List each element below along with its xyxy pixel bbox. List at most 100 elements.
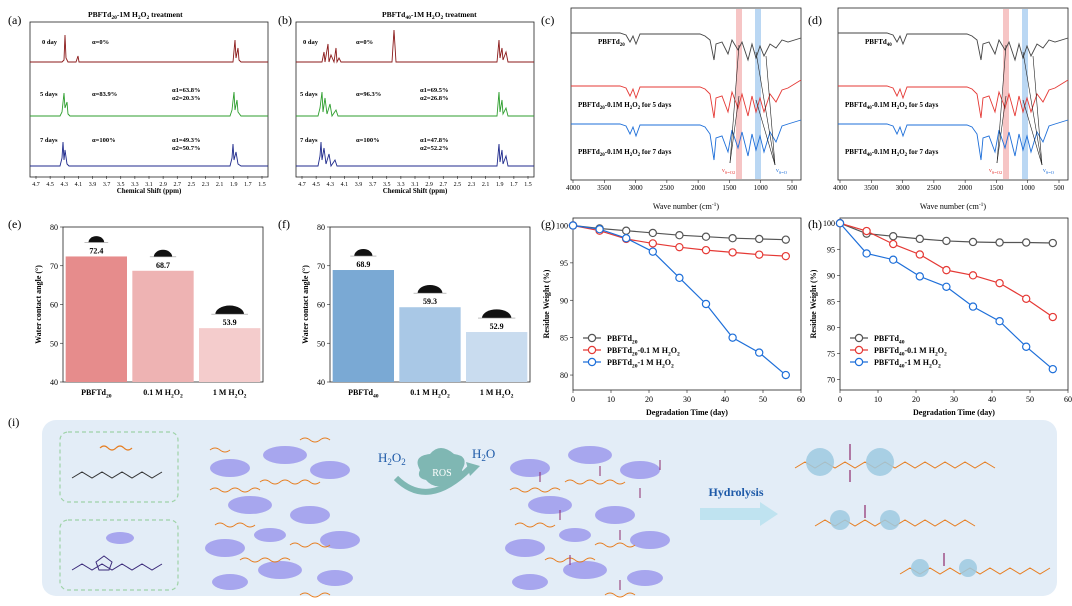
bar-value-label: 52.9 — [490, 322, 504, 331]
x-tick-label: 1.7 — [244, 182, 252, 188]
x-tick-label: 20 — [912, 395, 920, 404]
x-tick-label: 3000 — [629, 184, 644, 192]
data-point — [1048, 312, 1058, 322]
y-tick-label: 75 — [827, 350, 835, 359]
ir-d-label-3: PBFTd40-0.1M H2O2 for 7 days — [845, 148, 939, 158]
x-tick-label: 4.7 — [32, 182, 40, 188]
series-line — [572, 224, 786, 257]
x-tick-label: 1000 — [1021, 184, 1036, 192]
nmr-a-x-ticks: 4.7 4.5 4.3 4.1 3.9 3.7 3.5 3.3 3.1 2.9 2.7 2.5 2.3 2… — [32, 176, 266, 188]
data-point — [968, 271, 978, 280]
x-tick-label: 4.3 — [61, 182, 69, 188]
data-point — [1048, 364, 1058, 374]
x-tick-label: 4.1 — [341, 182, 349, 188]
ir-c-label-3: PBFTd20-0.1M H2O2 for 7 days — [578, 148, 672, 158]
x-tick-label: 2.1 — [216, 182, 224, 188]
y-tick-label: 50 — [317, 339, 325, 348]
ir-panel-d: 4000 3500 3000 2500 2000 1500 1000 500 PBFTd40 … — [833, 7, 1069, 211]
x-tick-label: 3.1 — [411, 182, 419, 188]
legend-label: PBFTd40-0.1 M H2O2 — [874, 346, 947, 358]
data-point — [755, 250, 764, 259]
nmr-b-alpha2-7: α2=52.2% — [420, 145, 448, 152]
ir-c-xlabel: Wave number (cm-1) — [653, 202, 719, 211]
nmr-b-trace-0day — [296, 29, 534, 64]
x-axis-label: Degradation Time (day) — [646, 408, 728, 417]
water-droplet-icon — [215, 305, 245, 315]
ir-d-trace-3 — [838, 119, 1069, 161]
nmr-a-day-7: 7 days — [40, 137, 58, 144]
x-tick-label: 0 — [838, 395, 842, 404]
panel-label-a: (a) — [8, 13, 21, 27]
bar-value-label: 68.9 — [356, 260, 370, 269]
polymer-network-oxidized — [505, 446, 670, 590]
y-tick-label: 100 — [823, 219, 835, 228]
nmr-b-trace-5days — [296, 91, 534, 118]
data-point — [1021, 238, 1031, 247]
data-point — [862, 249, 871, 258]
bar — [199, 328, 261, 382]
bar-chart-f: 40 50 60 70 80 Water contact angle (°) 68.9 PBF… — [301, 223, 531, 400]
ir-c-trace-2 — [571, 79, 802, 119]
x-tick-label: 10 — [874, 395, 882, 404]
nmr-b-alpha1-5: α1=69.5% — [420, 87, 448, 94]
x-tick-label: 10 — [607, 395, 615, 404]
ir-d-band-so — [1022, 9, 1028, 179]
x-tick-label: 2.5 — [188, 182, 196, 188]
nmr-b-alpha1-7: α1=47.8% — [420, 137, 448, 144]
x-tick-label: 50 — [759, 395, 767, 404]
ros-arrowhead-icon — [466, 462, 480, 476]
nmr-a-alpha1-7: α1=49.3% — [172, 137, 200, 144]
water-droplet-icon — [481, 309, 512, 319]
x-tick-label: 20 — [645, 395, 653, 404]
bar — [332, 270, 394, 382]
ir-d-x-ticks: 4000 3500 3000 2500 2000 1500 1000 500 — [833, 180, 1065, 192]
data-point — [942, 282, 951, 291]
polymer-chains-before — [209, 437, 331, 598]
data-point — [995, 278, 1004, 288]
bar-value-label: 68.7 — [156, 261, 170, 270]
data-point — [915, 272, 925, 281]
data-point — [889, 232, 898, 241]
data-point — [755, 234, 764, 244]
ir-c-trace-3 — [571, 119, 802, 161]
scheme-hydrolysis-label: Hydrolysis — [708, 485, 763, 499]
ir-d-xlabel: Wave number (cm-1) — [920, 202, 986, 211]
x-tick-label: 1.5 — [524, 182, 532, 188]
y-tick-label: 80 — [560, 371, 568, 380]
data-point — [648, 247, 658, 256]
water-droplet-icon — [417, 285, 443, 294]
panel-label-c: (c) — [541, 13, 554, 27]
y-axis-label: Water contact angle (°) — [301, 265, 310, 344]
y-axis-label: Residue Weight (%) — [809, 269, 818, 338]
x-tick-label: 1000 — [754, 184, 769, 192]
x-tick-label: 2500 — [927, 184, 942, 192]
thioether-chain-icon — [99, 445, 133, 451]
nmr-b-alpha-0: α=0% — [356, 39, 373, 46]
line-chart-g: 80 85 90 95 100 0 10 20 30 40 50 60 Degradation Time… — [542, 217, 805, 417]
data-point — [701, 299, 711, 309]
scheme-h2o2-label: H2O2 — [378, 450, 406, 467]
x-tick-label: 4.3 — [327, 182, 335, 188]
nmr-b-day-7: 7 days — [300, 137, 318, 144]
panel-label-h: (h) — [808, 217, 822, 231]
scheme-h2o-label: H2O — [472, 446, 495, 463]
data-point — [675, 242, 684, 252]
y-tick-label: 95 — [560, 259, 568, 268]
x-axis-label: Degradation Time (day) — [913, 408, 995, 417]
x-tick-label: 1500 — [722, 184, 737, 192]
ir-d-trace-1 — [838, 32, 1069, 62]
legend-marker — [854, 345, 864, 355]
bar-value-label: 72.4 — [89, 246, 103, 255]
nmr-a-alpha2-7: α2=50.7% — [172, 145, 200, 152]
nmr-b-x-ticks: 4.7 4.5 4.3 4.1 3.9 3.7 3.5 3.3 3.1 2.9 2.7 2.5 2.3 2… — [298, 176, 532, 188]
nmr-b-alpha2-5: α2=26.8% — [420, 95, 448, 102]
x-tick-label: 4.5 — [46, 182, 54, 188]
x-tick-label: 30 — [950, 395, 958, 404]
data-point — [968, 302, 978, 311]
nmr-b-trace-7days — [296, 141, 534, 168]
bar — [466, 332, 528, 382]
bar-chart-e: 40 50 60 70 80 Water contact angle (°) 72.4 PBF… — [34, 223, 264, 400]
water-droplet-icon — [88, 236, 105, 243]
nmr-b-day-0: 0 day — [303, 39, 319, 46]
